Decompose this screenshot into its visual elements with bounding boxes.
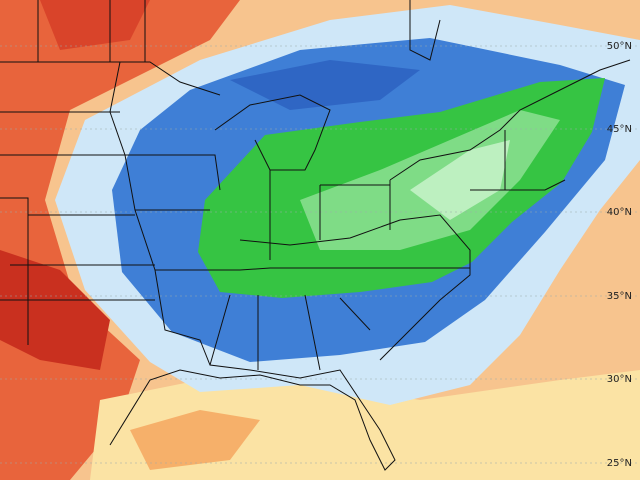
- border: [125, 154, 470, 271]
- hot-region: [40, 0, 150, 50]
- border: [37, 0, 146, 62]
- border: [0, 61, 221, 96]
- border: [239, 214, 471, 361]
- coastline: [109, 61, 396, 471]
- cold-patch: [230, 60, 420, 110]
- border: [214, 94, 391, 260]
- latitude-labels: 50°N 45°N 40°N 35°N 30°N 25°N: [607, 41, 632, 469]
- border: [0, 111, 155, 345]
- latitude-label: 50°N: [607, 41, 632, 52]
- state-borders: [0, 0, 631, 471]
- latitude-label: 25°N: [607, 458, 632, 469]
- latitude-label: 30°N: [607, 374, 632, 385]
- latitude-label: 35°N: [607, 291, 632, 302]
- border: [209, 59, 631, 371]
- border: [409, 0, 441, 61]
- heavy-snow-core: [410, 140, 510, 220]
- latitude-label: 40°N: [607, 207, 632, 218]
- latitude-label: 45°N: [607, 124, 632, 135]
- warm-patch: [130, 410, 260, 470]
